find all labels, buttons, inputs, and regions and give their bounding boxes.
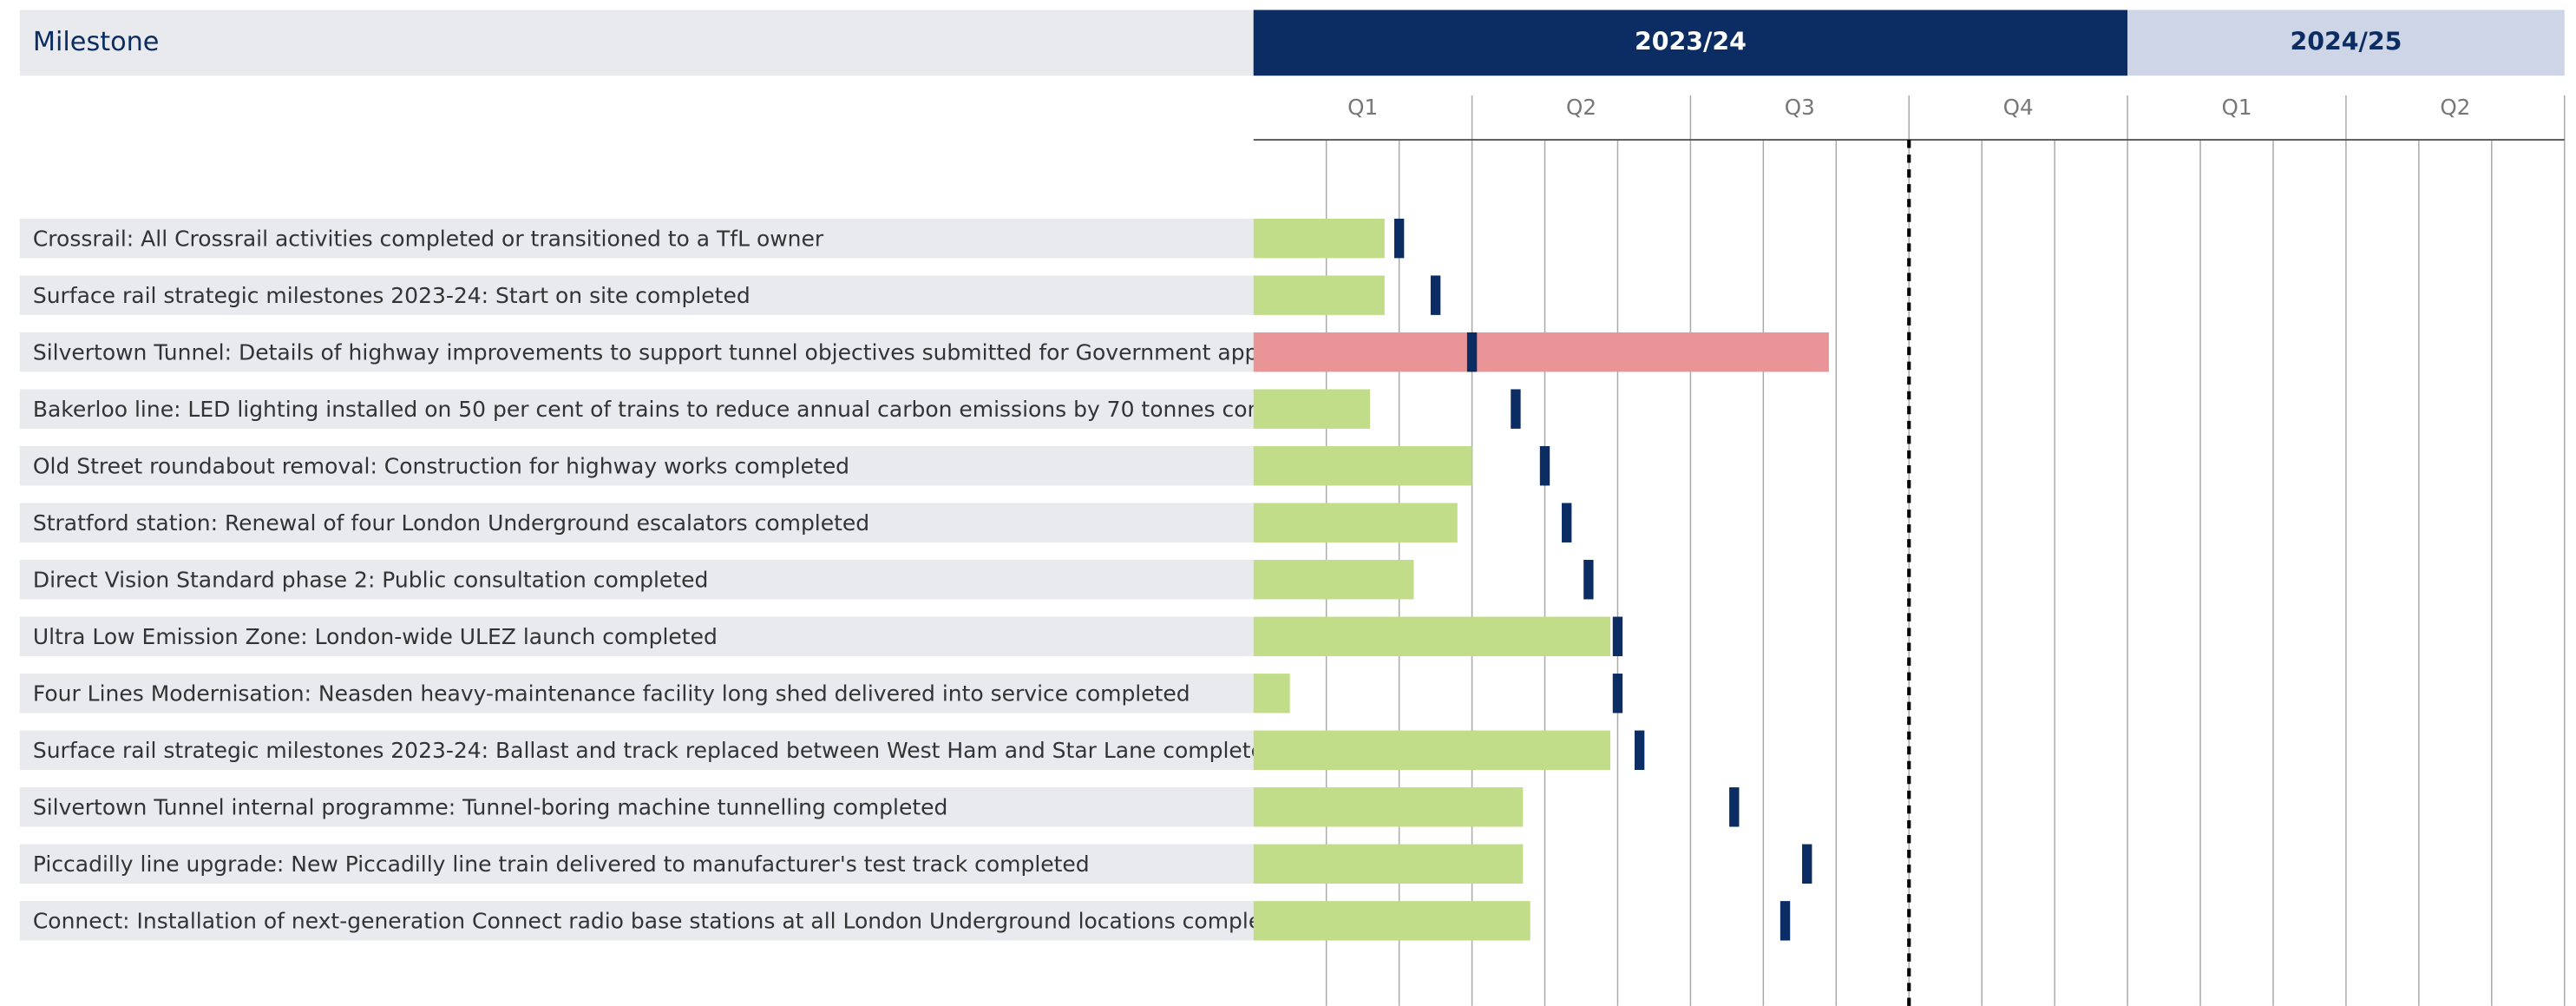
row-label: Silvertown Tunnel internal programme: Tu… (33, 795, 948, 820)
row-label: Ultra Low Emission Zone: London-wide ULE… (33, 624, 718, 649)
quarter-label: Q2 (2440, 95, 2470, 120)
quarter-label: Q3 (1785, 95, 1815, 120)
progress-bar (1253, 901, 1531, 941)
row-band (19, 787, 1254, 827)
row-label: Surface rail strategic milestones 2023-2… (33, 738, 1278, 763)
period-band (1253, 10, 2128, 76)
row-label: Silvertown Tunnel: Details of highway im… (33, 340, 1313, 365)
progress-bar (1253, 503, 1458, 542)
period-band (2127, 10, 2565, 76)
milestone-marker (1583, 560, 1594, 600)
progress-bar (1253, 730, 1611, 771)
quarter-label: Q2 (1566, 95, 1596, 120)
row-band (19, 560, 1254, 600)
progress-bar (1253, 844, 1524, 884)
row-label: Connect: Installation of next-generation… (33, 909, 1297, 934)
milestone-marker (1780, 901, 1791, 941)
progress-bar (1253, 445, 1472, 486)
row-label: Stratford station: Renewal of four Londo… (33, 510, 869, 536)
progress-bar (1253, 218, 1385, 259)
header-label: Milestone (33, 27, 160, 57)
milestone-marker (1430, 275, 1441, 315)
milestone-marker (1634, 730, 1645, 771)
row-band (19, 674, 1254, 713)
row-label: Surface rail strategic milestones 2023-2… (33, 283, 751, 308)
row-band (19, 218, 1254, 259)
progress-bar (1253, 787, 1524, 827)
row-label: Four Lines Modernisation: Neasden heavy-… (33, 681, 1190, 707)
row-band (19, 275, 1254, 315)
row-band (19, 844, 1254, 884)
milestone-marker (1511, 389, 1521, 429)
row-band (19, 332, 1254, 372)
row-label: Bakerloo line: LED lighting installed on… (33, 397, 1337, 422)
row-label: Piccadilly line upgrade: New Piccadilly … (33, 851, 1090, 877)
period-label: 2023/24 (1635, 27, 1747, 56)
quarter-label: Q1 (1347, 95, 1378, 120)
milestone-marker (1612, 616, 1623, 656)
row-band (19, 616, 1254, 656)
milestone-marker (1612, 674, 1623, 713)
milestone-marker (1562, 503, 1572, 542)
quarter-label: Q1 (2221, 95, 2252, 120)
milestone-marker (1539, 445, 1550, 486)
row-label: Old Street roundabout removal: Construct… (33, 454, 849, 479)
milestone-marker (1466, 332, 1478, 372)
progress-bar (1253, 332, 1829, 372)
progress-bar (1253, 616, 1611, 656)
row-band (19, 389, 1254, 429)
row-band (19, 445, 1254, 486)
milestone-marker (1729, 787, 1740, 827)
row-label: Direct Vision Standard phase 2: Public c… (33, 568, 708, 593)
row-band (19, 730, 1254, 771)
progress-bar (1253, 275, 1385, 315)
progress-bar (1253, 674, 1290, 713)
period-label: 2024/25 (2290, 27, 2402, 56)
milestone-marker (1393, 218, 1405, 259)
row-label: Crossrail: All Crossrail activities comp… (33, 227, 824, 252)
row-band (19, 901, 1254, 941)
progress-bar (1253, 560, 1414, 600)
milestone-marker (1802, 844, 1812, 884)
header-band (19, 10, 1254, 76)
quarter-label: Q4 (2003, 95, 2034, 120)
progress-bar (1253, 389, 1371, 429)
row-band (19, 503, 1254, 542)
